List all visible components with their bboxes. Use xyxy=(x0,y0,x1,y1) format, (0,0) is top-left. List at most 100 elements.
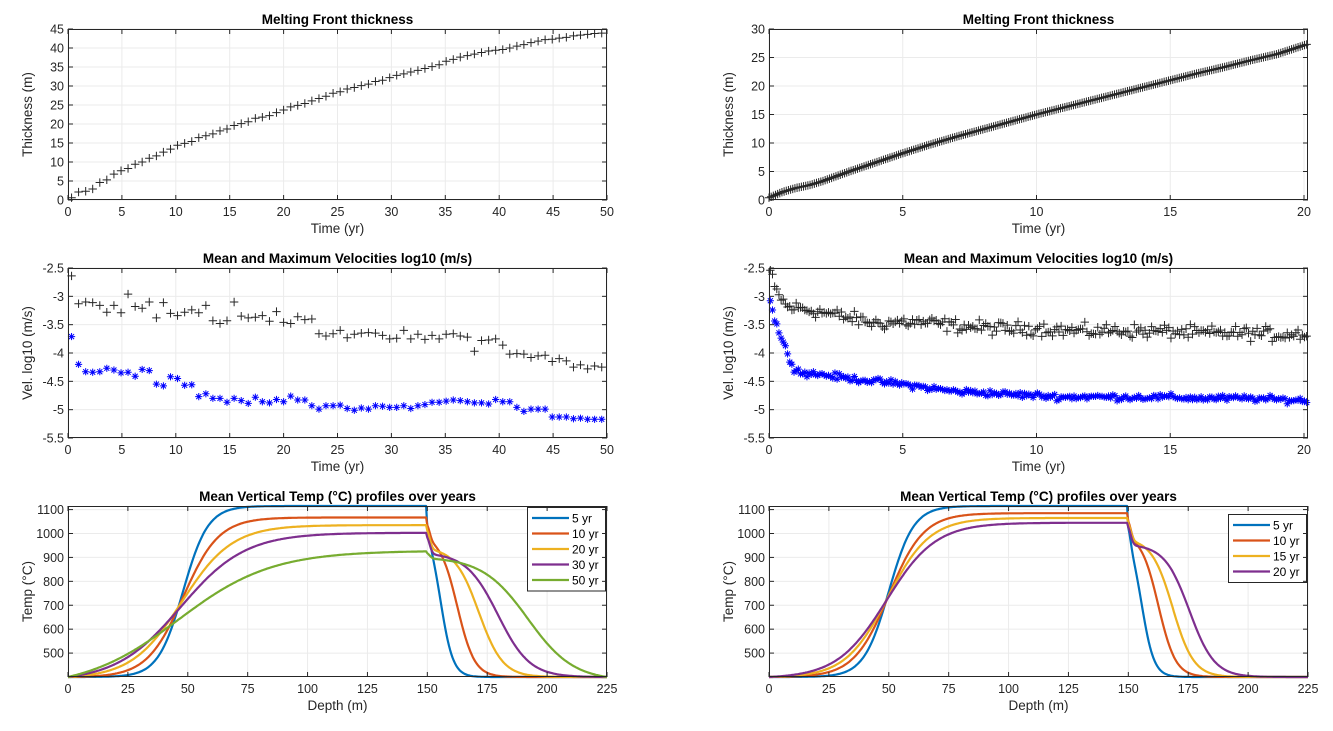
max-velocity-point xyxy=(1039,319,1049,329)
thickness-point xyxy=(980,124,990,133)
max-velocity-point xyxy=(505,349,514,359)
max-velocity-point xyxy=(201,301,211,310)
mean-velocity-point xyxy=(1016,389,1024,397)
x-tick-label: 15 xyxy=(223,205,237,219)
max-velocity-point xyxy=(837,307,846,317)
max-velocity-point xyxy=(815,305,825,314)
thickness-point xyxy=(1218,63,1227,72)
x-tick-label: 10 xyxy=(169,205,183,219)
thickness-point xyxy=(769,191,778,201)
thickness-point xyxy=(1226,61,1236,70)
mean-velocity-point xyxy=(308,402,316,410)
x-axis-label: Depth (m) xyxy=(307,698,367,713)
max-velocity-point xyxy=(258,311,267,320)
thickness-point xyxy=(1015,115,1024,124)
thickness-point xyxy=(1211,64,1221,74)
thickness-point xyxy=(533,36,543,46)
mean-velocity-point xyxy=(449,396,457,404)
max-velocity-point xyxy=(208,316,218,325)
mean-velocity-point xyxy=(195,393,203,401)
temp-profile-line-30yr xyxy=(67,531,607,679)
thickness-point xyxy=(1023,112,1033,122)
max-velocity-point xyxy=(785,301,794,311)
y-tick-label: -2.5 xyxy=(743,262,765,276)
thickness-point xyxy=(1043,107,1052,116)
max-velocity-point xyxy=(852,313,861,322)
thickness-point xyxy=(1121,87,1130,96)
thickness-point xyxy=(861,161,871,170)
max-velocity-point xyxy=(237,311,246,321)
mean-velocity-point xyxy=(110,366,118,374)
thickness-point xyxy=(840,168,849,178)
max-velocity-point xyxy=(1097,327,1107,337)
max-velocity-point xyxy=(145,297,154,307)
mean-velocity-point xyxy=(315,405,323,413)
max-velocity-point xyxy=(456,331,465,341)
y-tick-label: 1100 xyxy=(37,503,64,517)
thickness-point xyxy=(922,141,931,150)
mean-velocity-point xyxy=(766,297,774,305)
max-velocity-point xyxy=(116,308,126,317)
mean-velocity-point xyxy=(1234,393,1242,401)
thickness-point xyxy=(1276,48,1285,58)
mean-velocity-point xyxy=(820,371,828,379)
y-tick-label: 900 xyxy=(744,551,765,565)
mean-velocity-point xyxy=(407,404,415,413)
mean-velocity-point xyxy=(265,399,274,407)
y-tick-label: 700 xyxy=(43,599,64,613)
thickness-point xyxy=(1026,112,1035,121)
thickness-point xyxy=(173,141,182,150)
legend-entry-label: 5 yr xyxy=(1273,519,1293,533)
thickness-point xyxy=(1004,118,1013,127)
mean-velocity-point xyxy=(1139,395,1147,404)
max-velocity-point xyxy=(1199,326,1208,335)
thickness-point xyxy=(976,125,985,135)
max-velocity-point xyxy=(897,316,906,326)
mean-velocity-point xyxy=(1091,392,1100,400)
x-tick-label: 15 xyxy=(223,443,237,457)
chart-velocity-50yr: 0 5 10 15 20 25 30 35 40 45 50 -5.5 -5 -4.5 -4 -3.5 -3 -2… xyxy=(20,251,614,474)
x-tick-label: 25 xyxy=(331,443,345,457)
thickness-point xyxy=(838,169,847,179)
max-velocity-point xyxy=(1156,324,1165,333)
mean-velocity-point xyxy=(939,385,947,394)
thickness-point xyxy=(463,51,472,60)
max-velocity-point xyxy=(1095,330,1105,339)
thickness-point xyxy=(855,163,864,173)
thickness-point xyxy=(1181,72,1190,81)
thickness-point xyxy=(1207,65,1216,75)
y-tick-label: -5 xyxy=(53,403,64,417)
max-velocity-point xyxy=(597,362,606,372)
thickness-point xyxy=(1110,90,1119,99)
max-velocity-point xyxy=(951,315,960,324)
thickness-point xyxy=(885,153,895,162)
mean-velocity-point xyxy=(103,364,111,372)
y-tick-label: 600 xyxy=(43,623,64,637)
thickness-point xyxy=(1008,116,1018,126)
thickness-point xyxy=(1239,57,1249,67)
max-velocity-point xyxy=(1028,331,1038,341)
thickness-point xyxy=(931,138,940,148)
y-tick-label: 25 xyxy=(50,99,64,113)
mean-velocity-point xyxy=(818,370,826,378)
max-velocity-point xyxy=(1190,322,1199,331)
mean-velocity-point xyxy=(294,396,302,404)
x-tick-label: 50 xyxy=(181,682,195,696)
thickness-point xyxy=(1097,93,1106,103)
chart-title: Melting Front thickness xyxy=(262,12,414,27)
max-velocity-point xyxy=(962,325,971,334)
max-velocity-point xyxy=(1074,325,1083,334)
thickness-point xyxy=(944,134,953,144)
thickness-point xyxy=(187,137,196,146)
mean-velocity-point xyxy=(768,306,777,314)
mean-velocity-point xyxy=(569,415,578,423)
mean-velocity-point xyxy=(1130,393,1138,401)
max-velocity-point xyxy=(1140,326,1150,335)
max-velocity-point xyxy=(1136,323,1146,333)
max-velocity-point xyxy=(1009,328,1018,338)
mean-velocity-point xyxy=(990,389,998,397)
max-velocity-point xyxy=(427,331,437,340)
max-velocity-point xyxy=(173,311,182,320)
thickness-point xyxy=(1101,92,1111,101)
max-velocity-point xyxy=(1280,333,1290,343)
